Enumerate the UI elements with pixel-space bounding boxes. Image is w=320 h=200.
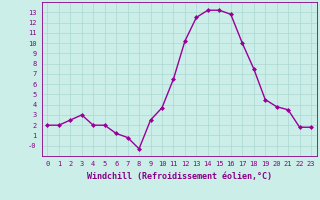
- X-axis label: Windchill (Refroidissement éolien,°C): Windchill (Refroidissement éolien,°C): [87, 172, 272, 181]
